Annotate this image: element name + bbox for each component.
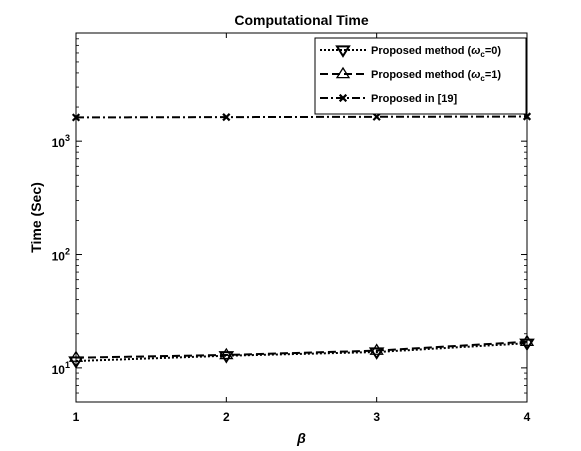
x-tick-label: 4 xyxy=(524,410,531,424)
legend-box xyxy=(314,37,527,115)
x-tick-label: 2 xyxy=(223,410,230,424)
series-point xyxy=(368,347,385,360)
series-line xyxy=(75,340,528,359)
x-tick-label: 3 xyxy=(373,410,380,424)
legend-label: Proposed method (ωc=0) xyxy=(371,45,501,59)
legend-items: Proposed method (ωc=0) Proposed method (ω… xyxy=(320,45,501,105)
legend-label: Proposed in [19] xyxy=(371,93,458,105)
legend-item: Proposed in [19] xyxy=(320,93,458,105)
series xyxy=(68,334,535,362)
series-point xyxy=(369,343,384,355)
ticks-layer: 1 2 3 4 101 102 103 xyxy=(52,32,531,424)
y-tick-label: 101 xyxy=(52,360,70,377)
series-point xyxy=(219,347,234,360)
legend-label: Proposed method (ωc=1) xyxy=(371,69,501,83)
y-axis-label: Time (Sec) xyxy=(28,182,44,253)
legend-item: Proposed method (ωc=0) xyxy=(320,45,501,59)
legend-item: Proposed method (ωc=1) xyxy=(320,66,501,83)
plot-frame xyxy=(75,32,528,403)
legend-marker xyxy=(338,93,348,103)
series-point xyxy=(222,113,231,122)
x-tick-label: 1 xyxy=(73,410,80,424)
series-point xyxy=(372,112,381,121)
legend-marker xyxy=(335,66,351,79)
series-line xyxy=(75,342,528,362)
y-tick-label: 102 xyxy=(52,247,70,264)
series-line xyxy=(75,115,528,119)
chart-title: Computational Time xyxy=(234,12,369,28)
x-axis-label: β xyxy=(296,430,306,446)
series-point xyxy=(218,351,235,364)
y-tick-label: 103 xyxy=(52,133,70,150)
legend: Proposed method (ωc=0) Proposed method (ω… xyxy=(314,37,527,115)
legend-marker xyxy=(335,45,351,58)
